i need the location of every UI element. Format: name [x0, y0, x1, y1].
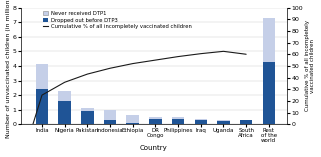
X-axis label: Country: Country: [140, 145, 168, 152]
Bar: [36, 89, 48, 124]
Bar: [104, 110, 116, 120]
Y-axis label: Cumulative % of all incompletely
vaccinated children: Cumulative % of all incompletely vaccina…: [305, 20, 316, 111]
Bar: [240, 120, 252, 124]
Bar: [217, 121, 230, 124]
Bar: [195, 119, 207, 120]
Bar: [58, 91, 71, 101]
Bar: [195, 120, 207, 124]
Bar: [36, 65, 48, 89]
Bar: [263, 18, 275, 62]
Bar: [104, 120, 116, 124]
Bar: [81, 111, 94, 124]
Y-axis label: Number of unvaccinated children (in millions): Number of unvaccinated children (in mill…: [5, 0, 11, 138]
Bar: [172, 119, 184, 124]
Bar: [126, 115, 139, 123]
Bar: [149, 117, 162, 119]
Bar: [263, 62, 275, 124]
Bar: [81, 108, 94, 111]
Bar: [149, 119, 162, 124]
Bar: [58, 101, 71, 124]
Bar: [172, 117, 184, 119]
Bar: [217, 120, 230, 121]
Bar: [126, 123, 139, 124]
Legend: Never received DTP1, Dropped out before DTP3, Cumulative % of all incompletely v: Never received DTP1, Dropped out before …: [42, 10, 193, 30]
